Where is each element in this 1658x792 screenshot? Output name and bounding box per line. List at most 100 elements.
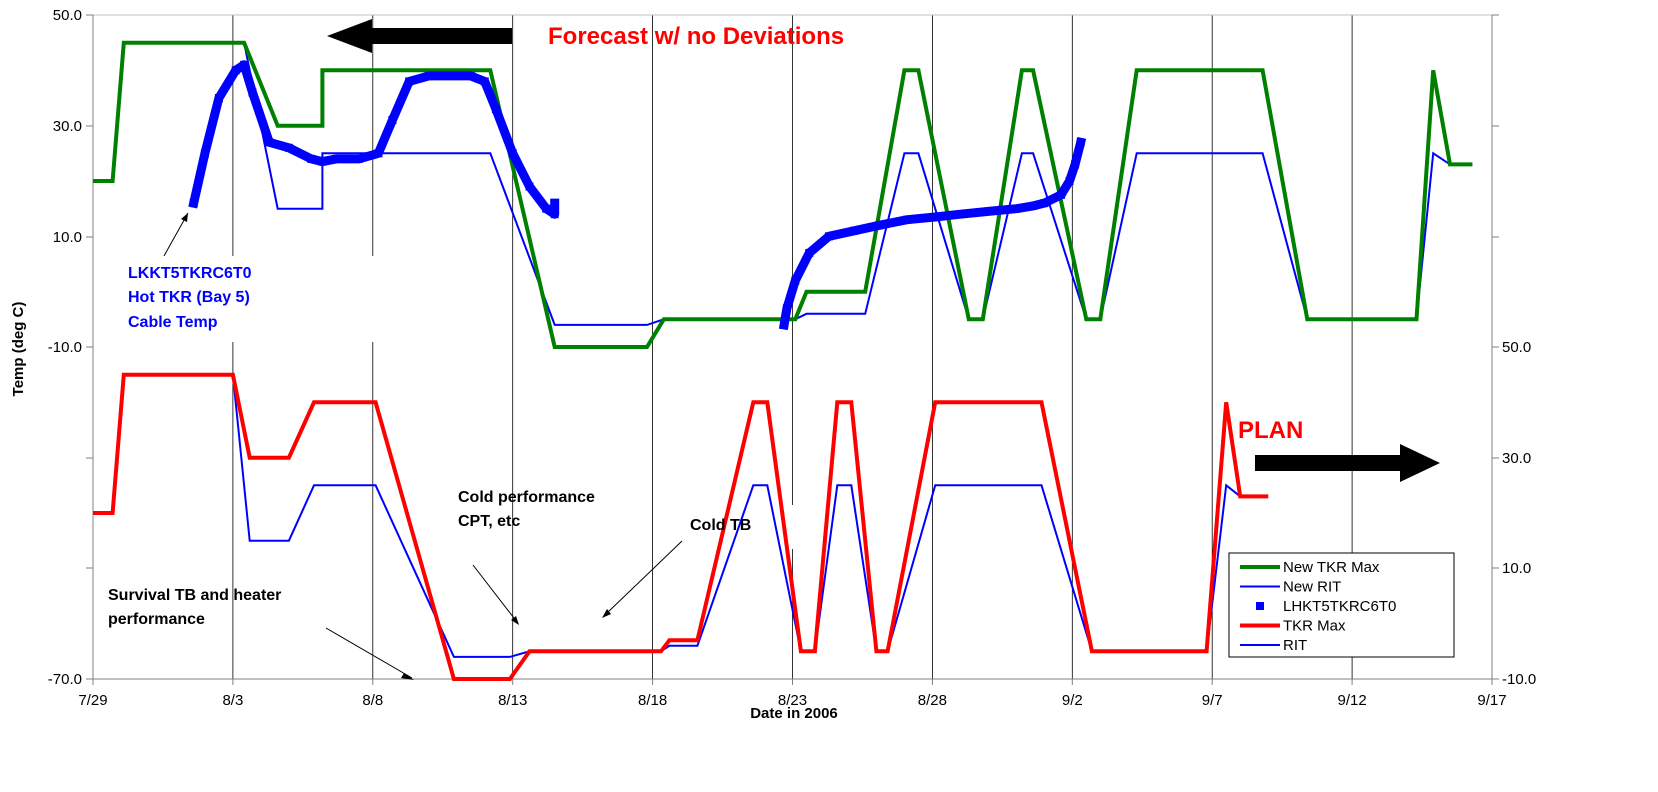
x-tick-label: 9/7: [1202, 692, 1223, 709]
cold-tb-pointer-arrowhead: [602, 609, 611, 618]
legend-label: LHKT5TKRC6T0: [1283, 598, 1396, 615]
survival-pointer-arrowhead: [401, 673, 414, 680]
right-y-tick-group: 50.0 30.0 10.0 -10.0: [1492, 14, 1536, 688]
upper-lhkt5tkrc6t0-marker: [318, 157, 327, 166]
left-y-tick-label: 30.0: [53, 118, 82, 135]
upper-lhkt5tkrc6t0-marker: [332, 154, 341, 163]
x-axis-title: Date in 2006: [750, 705, 838, 722]
upper-lhkt5tkrc6t0-marker: [388, 116, 397, 125]
upper-lhkt5tkrc6t0-marker: [508, 149, 517, 158]
cold-performance-pointer-line: [472, 564, 518, 623]
cold-performance-annotation-line-2: CPT, etc: [458, 513, 520, 530]
x-tick-label: 8/18: [638, 692, 667, 709]
upper-lhkt5tkrc6t0-marker: [931, 212, 940, 221]
upper-lhkt5tkrc6t0-marker: [444, 71, 453, 80]
survival-pointer-line: [325, 627, 413, 679]
left-arrow-icon: [327, 19, 512, 53]
x-tick-label: 7/29: [78, 692, 107, 709]
x-tick-label: 9/12: [1337, 692, 1366, 709]
upper-lhkt5tkrc6t0-marker: [542, 204, 551, 213]
upper-lhkt5tkrc6t0-marker: [1040, 199, 1049, 208]
upper-lhkt5tkrc6t0-marker: [875, 221, 884, 230]
cold-tb-annotation: Cold TB: [690, 517, 751, 534]
upper-lhkt5tkrc6t0-marker: [374, 149, 383, 158]
upper-lhkt5tkrc6t0-marker: [466, 71, 475, 80]
upper-lhkt5tkrc6t0-marker: [405, 77, 414, 86]
upper-lhkt5tkrc6t0-marker: [780, 320, 789, 329]
left-y-tick-group: 50.0 30.0 10.0 -10.0 -70.0: [48, 7, 93, 688]
legend-label: TKR Max: [1283, 618, 1346, 635]
x-tick-label: 8/8: [362, 692, 383, 709]
left-y-tick-label: -70.0: [48, 671, 82, 688]
upper-lhkt5tkrc6t0-marker: [240, 60, 249, 69]
left-y-tick-label: -10.0: [48, 339, 82, 356]
upper-lhkt5tkrc6t0-marker: [1057, 190, 1066, 199]
x-tick-label: 9/2: [1062, 692, 1083, 709]
cold-tb-label-background: [684, 505, 818, 549]
x-tick-group: 7/29 8/3 8/8 8/13 8/18 8/23 8/28 9/2 9/7 9/12 9/17: [78, 679, 1507, 709]
right-arrow-icon: [1255, 444, 1440, 482]
upper-lhkt5tkrc6t0-marker: [284, 143, 293, 152]
y-axis-title: Temp (deg C): [10, 302, 27, 397]
series-layer: [93, 40, 1473, 681]
sensor-annotation-line-2: Hot TKR (Bay 5): [128, 289, 250, 306]
lower-tkr-max-series-line: [93, 372, 1269, 681]
survival-annotation-line-1: Survival TB and heater: [108, 587, 281, 604]
upper-lhkt5tkrc6t0-marker: [200, 149, 209, 158]
upper-lhkt5tkrc6t0-marker: [1012, 204, 1021, 213]
upper-lhkt5tkrc6t0-marker: [354, 154, 363, 163]
upper-new-rit-series-line: [93, 41, 1473, 326]
legend-label: RIT: [1283, 637, 1307, 654]
upper-lhkt5tkrc6t0-marker: [1076, 138, 1085, 147]
right-y-tick-label: 30.0: [1502, 450, 1531, 467]
upper-lhkt5tkrc6t0-marker: [805, 248, 814, 257]
x-tick-label: 8/3: [222, 692, 243, 709]
upper-lhkt5tkrc6t0-marker: [307, 154, 316, 163]
legend-label: New TKR Max: [1283, 559, 1380, 576]
cold-performance-annotation-line-1: Cold performance: [458, 489, 595, 506]
upper-lhkt5tkrc6t0-marker: [956, 210, 965, 219]
upper-lhkt5tkrc6t0-marker: [550, 199, 559, 208]
upper-lhkt5tkrc6t0-marker: [231, 66, 240, 75]
right-y-tick-label: 50.0: [1502, 339, 1531, 356]
right-y-tick-label: -10.0: [1502, 671, 1536, 688]
x-tick-label: 8/23: [778, 692, 807, 709]
sensor-pointer-arrowhead: [181, 213, 188, 222]
cold-tb-pointer-line: [605, 540, 683, 615]
upper-lhkt5tkrc6t0-marker: [550, 210, 559, 219]
upper-lhkt5tkrc6t0-marker: [824, 232, 833, 241]
upper-lhkt5tkrc6t0-marker: [265, 138, 274, 147]
upper-lhkt5tkrc6t0-marker: [1071, 160, 1080, 169]
lower-rit-series-line: [93, 373, 1269, 658]
vertical-gridlines: [232, 15, 1353, 679]
upper-lhkt5tkrc6t0-marker: [214, 94, 223, 102]
x-tick-label: 8/28: [918, 692, 947, 709]
upper-lhkt5tkrc6t0-marker: [1029, 201, 1038, 210]
upper-lhkt5tkrc6t0-marker: [984, 207, 993, 216]
right-y-tick-label: 10.0: [1502, 560, 1531, 577]
upper-lhkt5tkrc6t0-series-trace: [188, 60, 560, 219]
left-y-tick-label: 10.0: [53, 229, 82, 246]
upper-lhkt5tkrc6t0-marker: [791, 276, 800, 285]
upper-lhkt5tkrc6t0-marker: [782, 304, 791, 313]
legend-box: [1228, 552, 1455, 658]
sensor-label-background: [115, 256, 377, 342]
upper-lhkt5tkrc6t0-marker: [1065, 177, 1074, 185]
upper-lhkt5tkrc6t0-marker: [491, 105, 500, 114]
plan-annotation: PLAN: [1238, 417, 1303, 444]
upper-lhkt5tkrc6t0-marker: [525, 182, 534, 191]
legend: New TKR Max New RIT LHKT5TKRC6T0 TKR Max RIT: [1228, 552, 1455, 658]
upper-lhkt5tkrc6t0-marker: [903, 215, 912, 224]
x-tick-label: 9/17: [1477, 692, 1506, 709]
upper-lhkt5tkrc6t0-marker: [189, 199, 198, 208]
upper-lhkt5tkrc6t0-marker: [424, 71, 433, 80]
forecast-annotation: Forecast w/ no Deviations: [548, 23, 844, 50]
x-tick-label: 8/13: [498, 692, 527, 709]
upper-new-tkr-max-series-line: [93, 40, 1473, 349]
legend-label: New RIT: [1283, 579, 1341, 596]
left-y-tick-label: 50.0: [53, 7, 82, 24]
survival-annotation-line-2: performance: [108, 611, 205, 628]
upper-lhkt5tkrc6t0-marker: [850, 226, 859, 235]
legend-marker-swatch: [1256, 602, 1264, 610]
